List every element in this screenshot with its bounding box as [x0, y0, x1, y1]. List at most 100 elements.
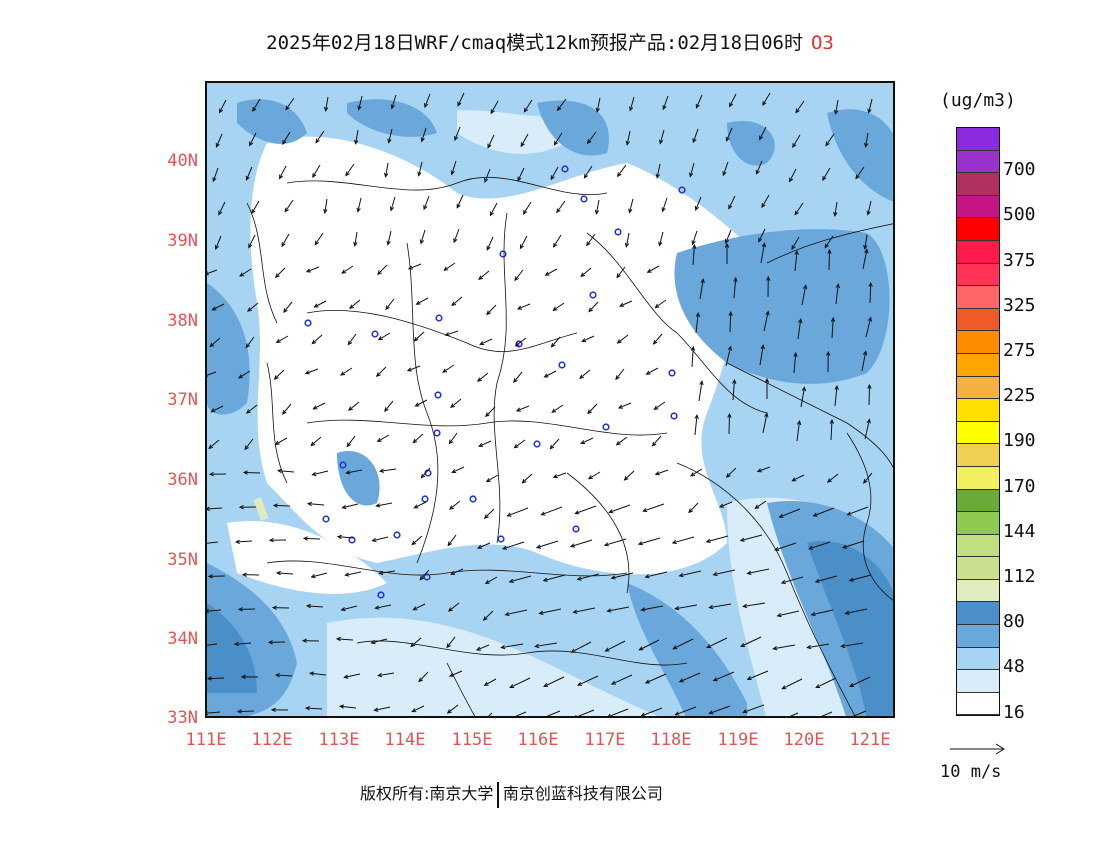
wind-arrow-head: [420, 473, 426, 479]
wind-arrow: [643, 503, 665, 512]
wind-arrow: [212, 303, 225, 311]
lat-label-36n: 36N: [167, 470, 198, 490]
wind-arrow-head: [746, 676, 752, 681]
wind-arrow-head: [576, 576, 582, 581]
wind-arrow-head: [762, 100, 767, 106]
wind-arrow-head: [638, 646, 644, 651]
wind-arrow-head: [514, 342, 520, 347]
wind-arrow-head: [207, 506, 210, 511]
wind-arrow-head: [272, 503, 278, 508]
wind-arrow-head: [450, 170, 455, 176]
wind-arrow: [550, 166, 559, 180]
wind-arrow-head: [207, 676, 212, 681]
wind-arrow-head: [245, 175, 250, 181]
map-panel[interactable]: [205, 81, 895, 718]
wind-arrow: [587, 131, 597, 144]
wind-arrow-head: [618, 302, 625, 307]
wind-arrow: [847, 506, 869, 516]
wind-arrow: [371, 638, 388, 644]
wind-arrow-head: [483, 681, 489, 686]
wind-arrow-head: [413, 336, 419, 342]
wind-arrow: [324, 198, 328, 213]
wind-arrow: [477, 372, 489, 382]
wind-arrow-head: [588, 307, 594, 313]
wind-arrow: [346, 435, 356, 447]
wind-arrow-head: [233, 641, 239, 647]
wind-arrow-head: [543, 682, 549, 687]
wind-arrow-head: [423, 205, 428, 211]
wind-arrow: [344, 673, 361, 678]
wind-arrow: [313, 402, 326, 410]
wind-arrow-head: [678, 678, 684, 683]
wind-arrow: [595, 199, 600, 214]
wind-arrow-head: [305, 268, 311, 273]
wind-arrow: [479, 338, 493, 345]
wind-arrow: [523, 99, 533, 113]
colorbar-segment: [957, 512, 999, 535]
wind-arrow: [520, 133, 529, 147]
wind-arrow-head: [373, 707, 379, 712]
wind-arrow-head: [755, 169, 760, 175]
wind-arrow-head: [586, 241, 591, 247]
wind-arrow-head: [387, 138, 392, 144]
wind-arrow: [448, 602, 460, 612]
lon-label-121e: 121E: [849, 730, 891, 750]
wind-arrow-head: [209, 342, 215, 348]
wind-arrow: [445, 330, 459, 336]
reference-vector-label: 10 m/s: [940, 762, 1002, 782]
wind-arrow-head: [215, 142, 220, 148]
wind-arrow-head: [306, 501, 312, 507]
wind-arrow: [740, 534, 763, 542]
colorbar-segment: [957, 353, 999, 377]
wind-arrow: [513, 371, 523, 383]
wind-arrow-head: [407, 265, 413, 270]
wind-arrow: [779, 508, 801, 518]
wind-arrow: [340, 705, 357, 709]
wind-arrow-head: [722, 171, 727, 177]
wind-arrow: [338, 536, 355, 539]
wind-arrow-head: [758, 237, 763, 243]
wind-arrow: [377, 264, 388, 275]
lat-label-33n: 33N: [167, 708, 198, 728]
wind-arrow: [451, 466, 465, 473]
wind-arrow-head: [708, 604, 714, 610]
wind-arrow: [546, 710, 561, 716]
wind-arrow: [207, 371, 217, 376]
wind-arrow-head: [705, 538, 711, 543]
wind-arrow-head: [379, 468, 385, 473]
wind-arrow-head: [302, 536, 308, 541]
colorbar-segment: [957, 421, 999, 445]
wind-arrow-head: [411, 708, 417, 713]
wind-arrow-head: [725, 136, 730, 142]
wind-arrow: [447, 534, 457, 546]
wind-arrow-head: [652, 339, 658, 345]
wind-arrow-head: [740, 642, 746, 647]
wind-arrow-head: [606, 608, 612, 613]
wind-arrow: [835, 284, 839, 305]
wind-arrow: [755, 500, 767, 509]
wind-arrow-head: [389, 206, 395, 212]
wind-arrow-head: [688, 508, 693, 514]
wind-arrow: [378, 672, 395, 677]
wind-arrow: [655, 299, 667, 308]
wind-arrow-head: [834, 109, 839, 115]
wind-arrow: [611, 674, 633, 685]
wind-arrow-head: [506, 512, 512, 517]
wind-arrow-head: [674, 711, 680, 716]
wind-arrow-head: [846, 716, 850, 718]
wind-arrow: [587, 403, 598, 414]
wind-arrow: [605, 640, 626, 652]
wind-arrow-head: [580, 272, 586, 278]
wind-arrow-head: [212, 177, 217, 183]
wind-arrow: [411, 535, 423, 545]
wind-arrow-head: [796, 420, 802, 426]
wind-arrow-head: [867, 383, 872, 389]
wind-arrow-head: [576, 681, 583, 686]
wind-arrow: [580, 267, 592, 277]
wind-arrow: [827, 473, 839, 483]
wind-arrow: [617, 164, 627, 177]
wind-arrow-head: [794, 210, 799, 216]
wind-arrow: [489, 202, 498, 216]
wind-arrow: [577, 709, 595, 716]
footer-right: 南京创蓝科技有限公司: [502, 784, 663, 803]
